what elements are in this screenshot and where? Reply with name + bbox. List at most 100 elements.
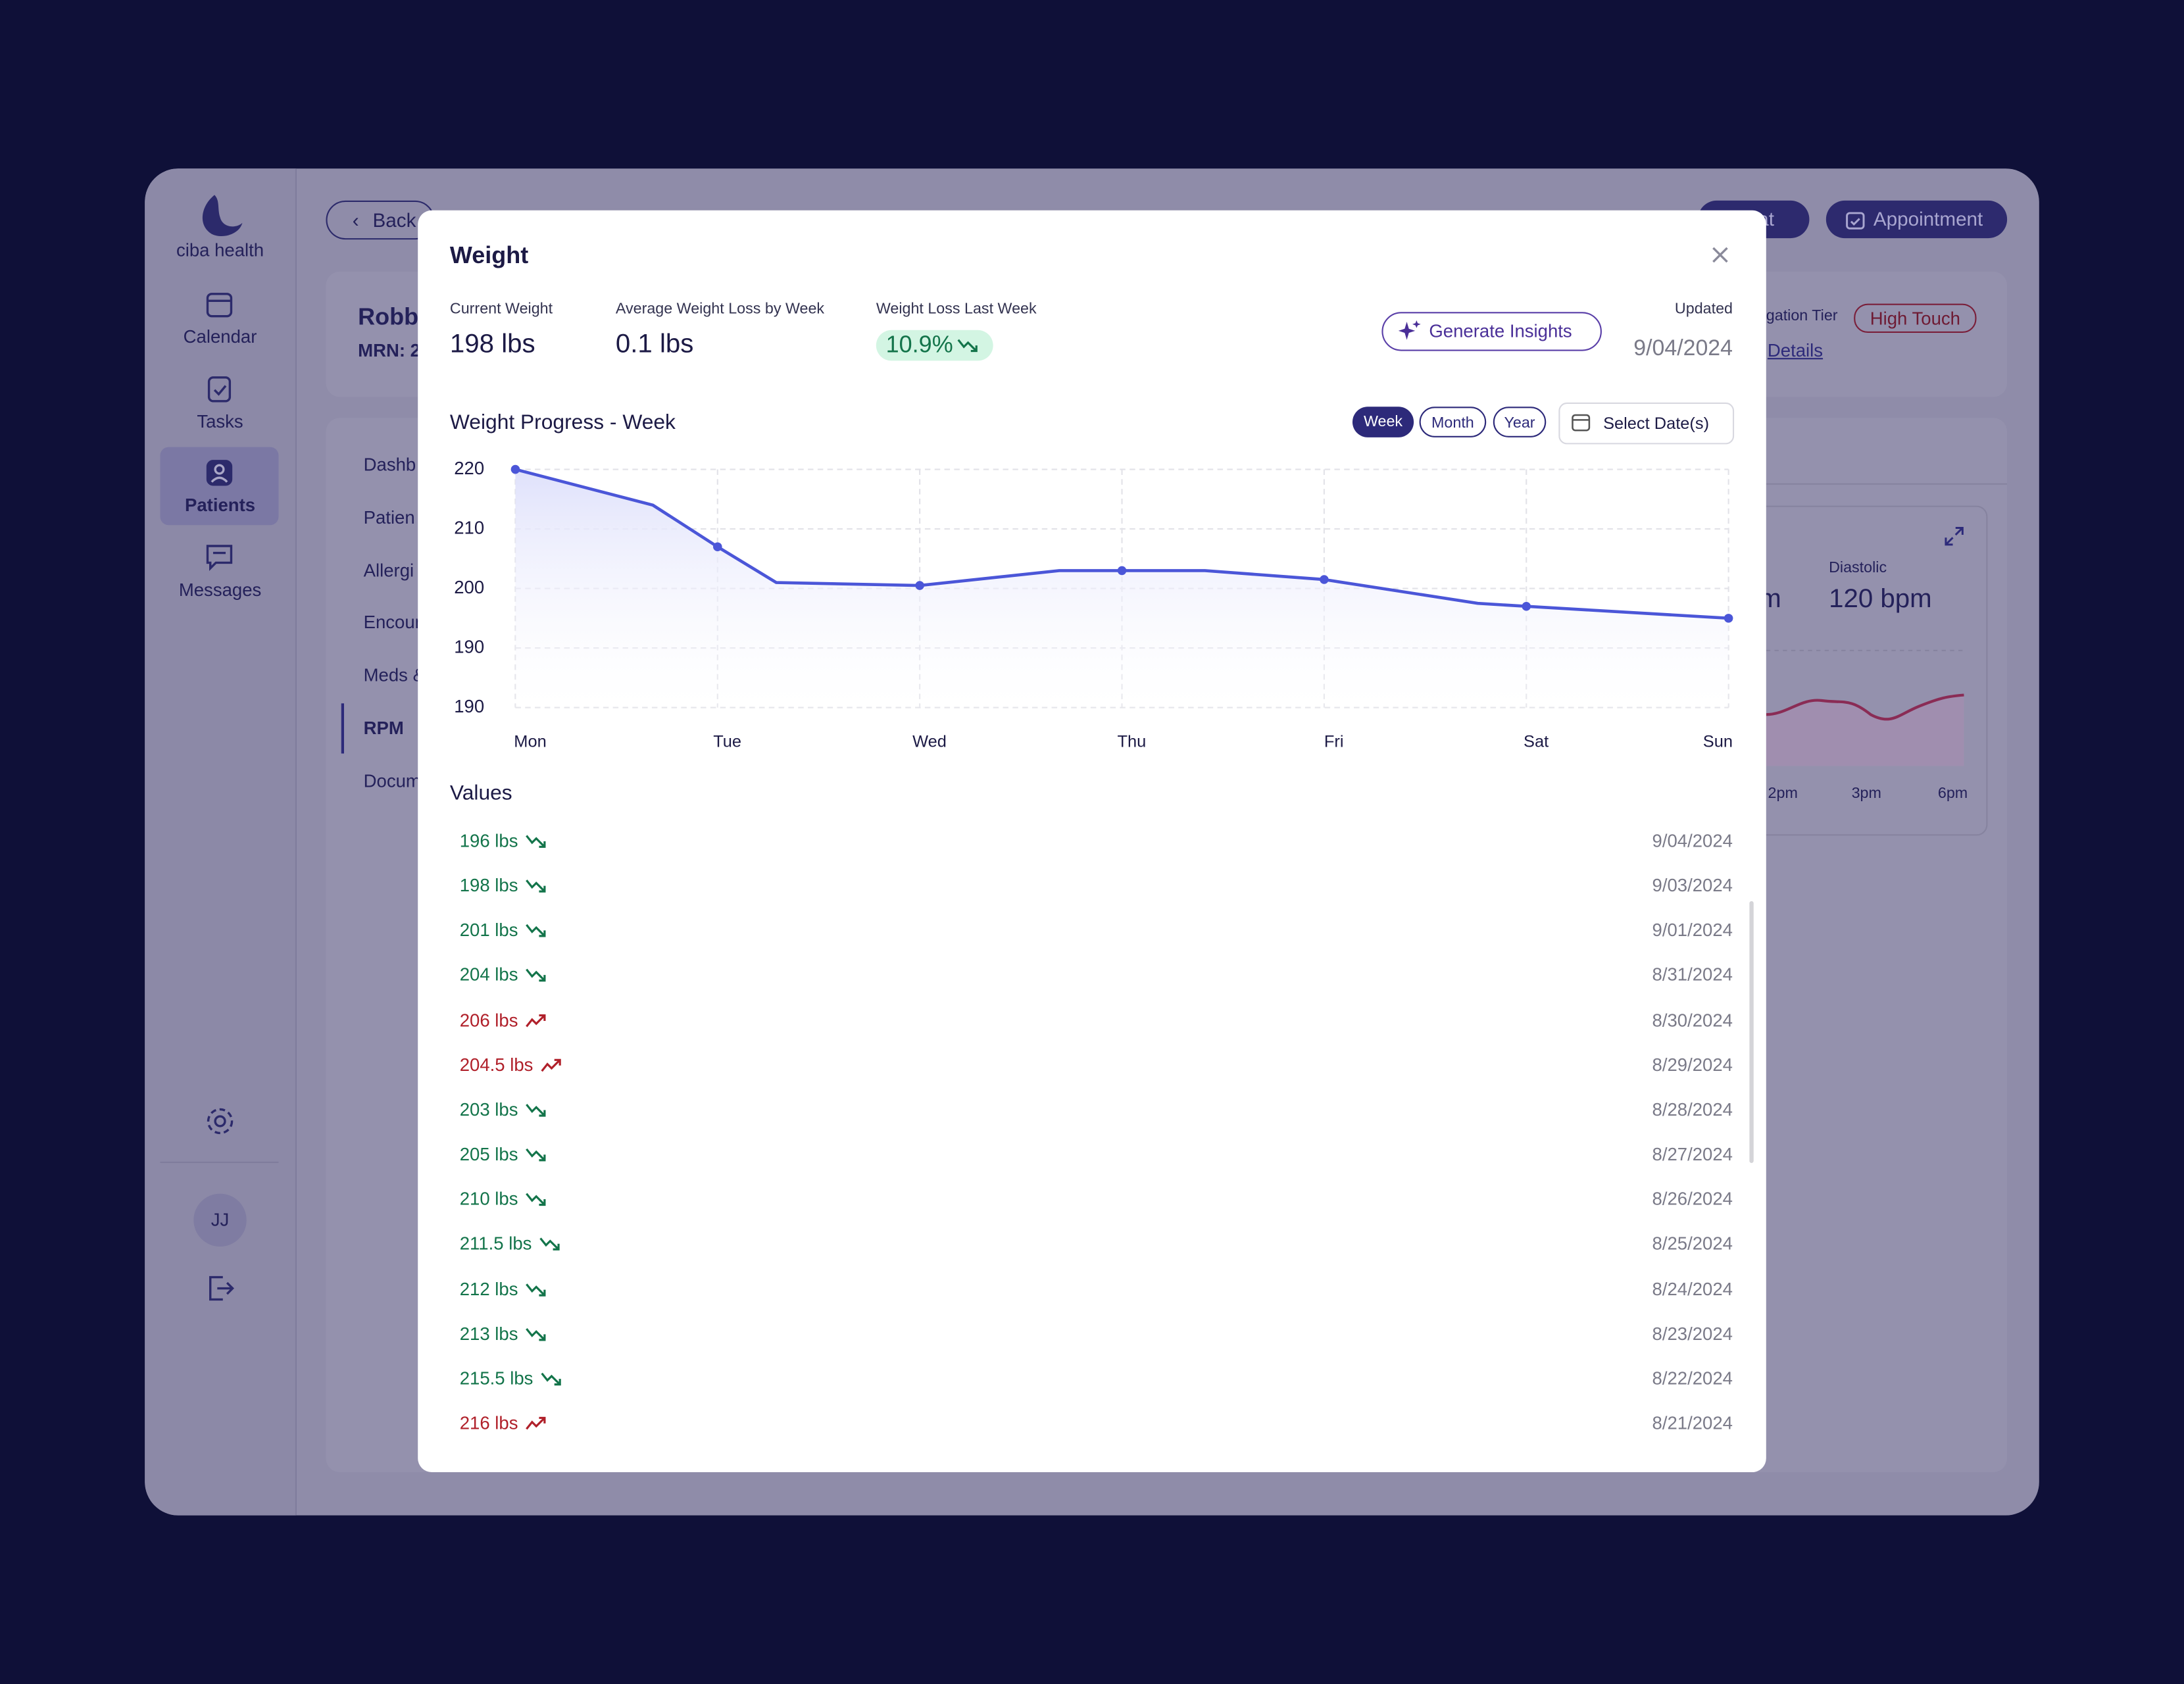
x-tick-label: Fri bbox=[1324, 732, 1344, 751]
trend-icon bbox=[525, 924, 546, 938]
insights-button[interactable]: Generate Insights bbox=[1381, 312, 1602, 351]
trend-icon bbox=[525, 969, 546, 983]
x-tick-label: Thu bbox=[1117, 732, 1146, 751]
entry-date: 9/03/2024 bbox=[1652, 874, 1733, 896]
vitals-sparkline bbox=[1766, 649, 1966, 766]
nav-item[interactable]: Patients bbox=[184, 494, 256, 516]
appointment-icon bbox=[1846, 212, 1865, 230]
trend-icon bbox=[525, 1416, 546, 1430]
entry-date: 8/23/2024 bbox=[1652, 1322, 1733, 1344]
x-tick-label: Tue bbox=[713, 732, 741, 751]
values-title: Values bbox=[449, 781, 512, 805]
entry-weight: 204 lbs bbox=[459, 964, 518, 985]
tab-divider bbox=[1766, 483, 2008, 485]
entry-date: 8/28/2024 bbox=[1652, 1099, 1733, 1120]
select-dates-label: Select Date(s) bbox=[1603, 413, 1710, 433]
settings-icon[interactable] bbox=[203, 1104, 237, 1138]
entry-weight: 204.5 lbs bbox=[459, 1054, 534, 1076]
modal-title: Weight bbox=[449, 242, 529, 269]
range-option[interactable]: Week bbox=[1352, 407, 1414, 437]
close-button[interactable] bbox=[1712, 247, 1728, 263]
tier-badge: High Touch bbox=[1854, 303, 1977, 334]
stat-value: 10.9% bbox=[885, 331, 953, 359]
trend-icon bbox=[525, 1193, 546, 1206]
tab[interactable]: Allergi bbox=[363, 559, 414, 581]
logo-icon bbox=[202, 195, 243, 237]
tab[interactable]: Encour bbox=[363, 612, 421, 633]
trend-icon bbox=[525, 835, 546, 848]
trend-icon bbox=[525, 1327, 546, 1341]
nav-item[interactable]: Calendar bbox=[183, 326, 257, 347]
stat-badge bbox=[876, 330, 994, 361]
trend-icon bbox=[525, 1148, 546, 1162]
nav-item[interactable]: Messages bbox=[178, 579, 262, 601]
point bbox=[1117, 566, 1127, 576]
point bbox=[510, 464, 520, 474]
x-tick-label: Mon bbox=[514, 732, 546, 751]
expand-icon[interactable] bbox=[1945, 526, 1964, 546]
entry-weight: 210 lbs bbox=[459, 1188, 518, 1210]
back-label: Back bbox=[372, 209, 416, 232]
time-label: 6pm bbox=[1937, 785, 1968, 803]
calendar-icon bbox=[1572, 414, 1591, 432]
chart-title: Weight Progress - Week bbox=[449, 410, 676, 435]
entry-date: 9/04/2024 bbox=[1652, 830, 1733, 851]
avatar[interactable]: JJ bbox=[193, 1193, 247, 1247]
tab-indicator bbox=[341, 703, 344, 754]
details-link[interactable]: Details bbox=[1767, 339, 1824, 361]
tab[interactable]: Meds & bbox=[363, 664, 425, 686]
trend-icon bbox=[957, 339, 978, 353]
entry-weight: 215.5 lbs bbox=[459, 1367, 534, 1389]
select-dates-button[interactable]: Select Date(s) bbox=[1558, 402, 1735, 445]
scrollbar[interactable] bbox=[1749, 901, 1754, 1163]
entry-date: 8/21/2024 bbox=[1652, 1412, 1733, 1433]
entry-date: 8/26/2024 bbox=[1652, 1188, 1733, 1210]
entry-weight: 216 lbs bbox=[459, 1412, 518, 1433]
nav-item[interactable]: Tasks bbox=[197, 410, 243, 432]
stat-label: Average Weight Loss by Week bbox=[615, 301, 825, 318]
point bbox=[1320, 575, 1329, 584]
point bbox=[1522, 601, 1531, 611]
logo-text: ciba health bbox=[176, 239, 264, 260]
patient-name: Robbi bbox=[358, 303, 426, 330]
trend-icon bbox=[525, 1103, 546, 1117]
vitals-value: 120 bpm bbox=[1829, 585, 1932, 614]
entry-weight: 198 lbs bbox=[459, 874, 518, 896]
entry-weight: 203 lbs bbox=[459, 1099, 518, 1120]
tab[interactable]: RPM bbox=[363, 717, 404, 739]
x-tick-label: Wed bbox=[912, 732, 947, 751]
y-tick-label: 200 bbox=[454, 577, 484, 597]
tab[interactable]: Patien bbox=[363, 507, 415, 528]
tab[interactable]: Dashb bbox=[363, 454, 416, 476]
entry-date: 8/31/2024 bbox=[1652, 964, 1733, 985]
logout-icon[interactable] bbox=[205, 1273, 236, 1304]
trend-icon bbox=[525, 879, 546, 893]
y-tick-label: 220 bbox=[454, 458, 484, 478]
entry-weight: 206 lbs bbox=[459, 1009, 518, 1030]
vitals-label: Diastolic bbox=[1829, 560, 1887, 577]
range-option[interactable]: Month bbox=[1419, 407, 1487, 437]
range-option[interactable]: Year bbox=[1493, 407, 1547, 437]
appointment-button[interactable]: Appointment bbox=[1825, 200, 2008, 239]
entry-date: 8/25/2024 bbox=[1652, 1233, 1733, 1254]
trend-icon bbox=[540, 1372, 561, 1385]
entry-weight: 211.5 lbs bbox=[459, 1233, 532, 1254]
entry-weight: 213 lbs bbox=[459, 1322, 518, 1344]
updated-label: Updated bbox=[1674, 301, 1733, 318]
time-label: 2pm bbox=[1768, 785, 1798, 803]
area bbox=[515, 469, 1729, 708]
point bbox=[915, 581, 924, 590]
x-tick-label: Sat bbox=[1524, 732, 1549, 751]
tab[interactable]: Docum bbox=[363, 770, 421, 791]
entry-date: 8/29/2024 bbox=[1652, 1054, 1733, 1076]
updated-date: 9/04/2024 bbox=[1633, 337, 1733, 361]
entry-weight: 212 lbs bbox=[459, 1277, 518, 1299]
entry-date: 8/30/2024 bbox=[1652, 1009, 1733, 1030]
entry-date: 8/24/2024 bbox=[1652, 1277, 1733, 1299]
sparkle-icon bbox=[1398, 320, 1421, 340]
stat-value: 0.1 lbs bbox=[615, 330, 694, 360]
trend-icon bbox=[540, 1058, 561, 1072]
